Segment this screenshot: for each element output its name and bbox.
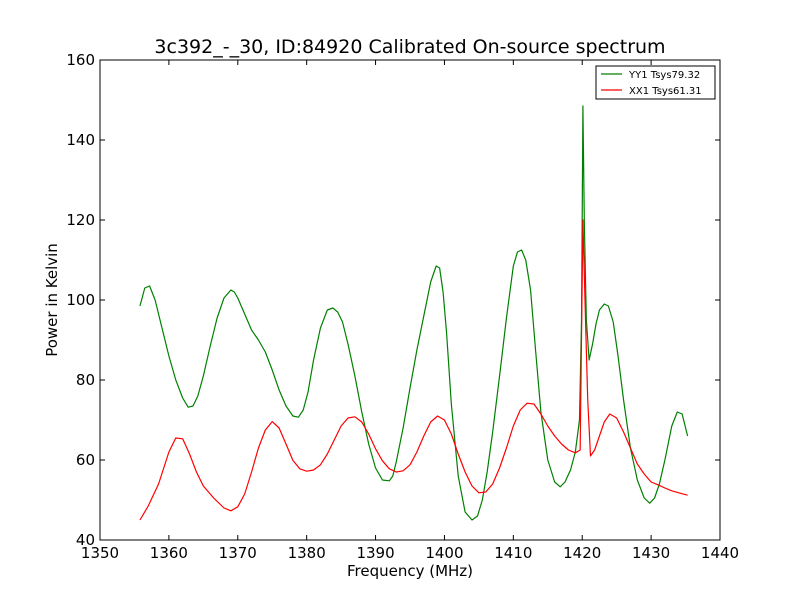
legend-label-xx1: XX1 Tsys61.31 <box>629 86 702 97</box>
x-tick-label: 1410 <box>494 544 532 562</box>
y-tick-label: 120 <box>66 211 95 229</box>
x-axis: 1350 1360 1370 1380 1390 1400 1410 1420 1430 1440 <box>81 60 739 562</box>
x-axis-label: Frequency (MHz) <box>347 562 473 580</box>
y-tick-label: 40 <box>76 531 95 549</box>
legend: YY1 Tsys79.32 XX1 Tsys61.31 <box>595 65 716 100</box>
x-tick-label: 1380 <box>288 544 326 562</box>
series-layer <box>139 105 689 521</box>
series-line-1 <box>139 219 688 521</box>
x-tick-label: 1440 <box>701 544 739 562</box>
x-tick-label: 1400 <box>425 544 463 562</box>
legend-label-yy1: YY1 Tsys79.32 <box>628 70 700 81</box>
x-tick-label: 1370 <box>219 544 257 562</box>
y-tick-label: 100 <box>66 291 95 309</box>
x-tick-label: 1430 <box>632 544 670 562</box>
x-tick-label: 1420 <box>563 544 601 562</box>
y-tick-label: 80 <box>76 371 95 389</box>
y-tick-label: 160 <box>66 51 95 69</box>
x-tick-label: 1350 <box>81 544 119 562</box>
y-axis: 40 60 80 100 120 140 160 <box>66 51 720 549</box>
y-axis-label: Power in Kelvin <box>43 243 61 357</box>
y-tick-label: 60 <box>76 451 95 469</box>
x-tick-label: 1390 <box>356 544 394 562</box>
legend-box <box>595 65 716 100</box>
x-tick-label: 1360 <box>150 544 188 562</box>
y-tick-label: 140 <box>66 131 95 149</box>
series-line-0 <box>139 105 689 521</box>
chart-title: 3c392_-_30, ID:84920 Calibrated On-sourc… <box>154 36 665 58</box>
